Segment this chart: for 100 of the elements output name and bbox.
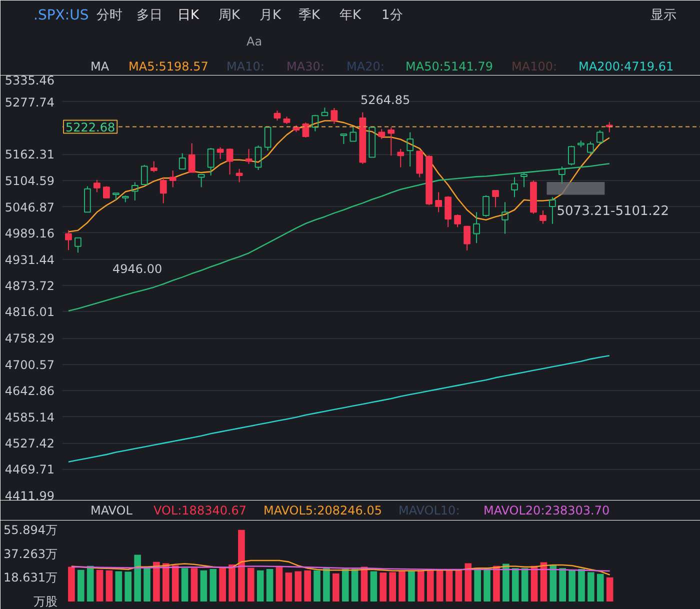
- candlestick: [397, 148, 404, 168]
- candlestick: [473, 212, 480, 244]
- bar: [418, 570, 424, 602]
- bar: [342, 568, 349, 602]
- text: 分时: [96, 8, 122, 23]
- bar: [181, 568, 188, 602]
- bar: [266, 568, 274, 602]
- y-tick-label: 5277.74: [4, 95, 54, 110]
- bar: [521, 568, 528, 602]
- y-tick-label: 37.263万: [4, 546, 58, 561]
- series-label: VOL:188340.67: [154, 504, 247, 518]
- bar: [540, 562, 548, 602]
- bar: [77, 570, 84, 602]
- bar: [568, 570, 576, 602]
- candlestick: [502, 202, 508, 234]
- bar: [285, 572, 292, 602]
- y-tick-label: 5104.59: [4, 174, 54, 188]
- y-tick-label: 18.631万: [4, 570, 58, 585]
- text: MA30:: [286, 60, 324, 74]
- bar: [474, 568, 481, 602]
- bar: [588, 572, 594, 602]
- y-tick-label: 5335.46: [4, 74, 54, 88]
- bar: [484, 568, 490, 602]
- text: MA: [90, 60, 110, 74]
- bar: [144, 568, 150, 602]
- band-label: 5073.21-5101.22: [556, 204, 669, 219]
- bar: [559, 568, 566, 602]
- bar: [115, 571, 122, 602]
- text: 日K: [178, 8, 200, 23]
- bar: [134, 554, 141, 602]
- text: 年K: [340, 8, 362, 23]
- y-tick-label: 4411.99: [4, 489, 54, 503]
- text: 月K: [260, 8, 282, 23]
- y-tick-label: 4758.29: [4, 332, 54, 346]
- text: 显示: [650, 8, 676, 23]
- bar: [162, 563, 170, 602]
- bar: [238, 530, 245, 602]
- bar: [380, 572, 387, 602]
- y-tick-label: 4700.57: [4, 358, 54, 372]
- bar: [106, 570, 113, 602]
- candlestick: [131, 182, 138, 201]
- candlestick: [245, 148, 252, 164]
- bar: [493, 566, 500, 602]
- candlestick: [577, 140, 584, 148]
- line-series: [68, 354, 610, 462]
- text: MAVOL: [90, 504, 133, 518]
- y-tick-label: 4585.14: [4, 410, 54, 424]
- bar: [389, 572, 396, 602]
- y-tick-label: 4527.42: [4, 436, 54, 450]
- text: MAVOL20:238303.70: [484, 504, 610, 518]
- bar: [228, 564, 236, 602]
- bar: [398, 570, 406, 602]
- bar: [200, 570, 208, 602]
- text: 周K: [218, 8, 240, 23]
- chart-title: .SPX:US: [34, 8, 89, 24]
- text: MA10:: [226, 60, 264, 74]
- bar: [153, 562, 160, 602]
- bar: [512, 568, 519, 602]
- text: 1分: [382, 8, 403, 23]
- y-tick-label: 55.894万: [4, 522, 58, 537]
- text: 多日: [136, 8, 162, 23]
- text: MA100:: [512, 60, 558, 74]
- annotation: 5264.85: [360, 93, 410, 107]
- bar: [550, 564, 557, 602]
- y-tick-label: 4989.16: [4, 226, 54, 240]
- bar: [68, 566, 75, 602]
- y-tick-label: 4873.72: [4, 279, 54, 293]
- bar: [256, 570, 264, 602]
- bar: [606, 577, 614, 602]
- annotation: 4946.00: [112, 262, 162, 276]
- text: MAVOL5:208246.05: [264, 504, 382, 518]
- bar: [86, 566, 94, 602]
- bar: [314, 570, 320, 602]
- bar: [332, 573, 340, 602]
- bar: [455, 570, 462, 602]
- bar: [190, 568, 198, 602]
- ref-line-label: 5222.68: [66, 120, 116, 134]
- text: MA50:5141.79: [406, 60, 493, 74]
- bar: [304, 570, 311, 602]
- bar: [351, 568, 358, 602]
- bar: [248, 568, 254, 602]
- candlestick: [540, 210, 546, 224]
- bar: [172, 565, 179, 602]
- bar: [436, 568, 444, 602]
- text: MAVOL10:: [398, 504, 460, 518]
- bar: [446, 568, 453, 602]
- text: MA200:4719.61: [578, 60, 674, 74]
- bar: [96, 570, 104, 602]
- candlestick: [511, 176, 518, 198]
- y-tick-label: 4469.71: [4, 462, 54, 477]
- bar: [370, 571, 378, 602]
- bar: [408, 570, 415, 602]
- bar: [596, 574, 604, 602]
- bar: [530, 566, 538, 602]
- y-tick-label: 4816.01: [4, 305, 54, 320]
- text: Aa: [246, 34, 262, 48]
- bar: [124, 572, 132, 602]
- bar: [464, 563, 472, 602]
- bar: [578, 568, 585, 602]
- y-tick-label: 5046.87: [4, 200, 54, 214]
